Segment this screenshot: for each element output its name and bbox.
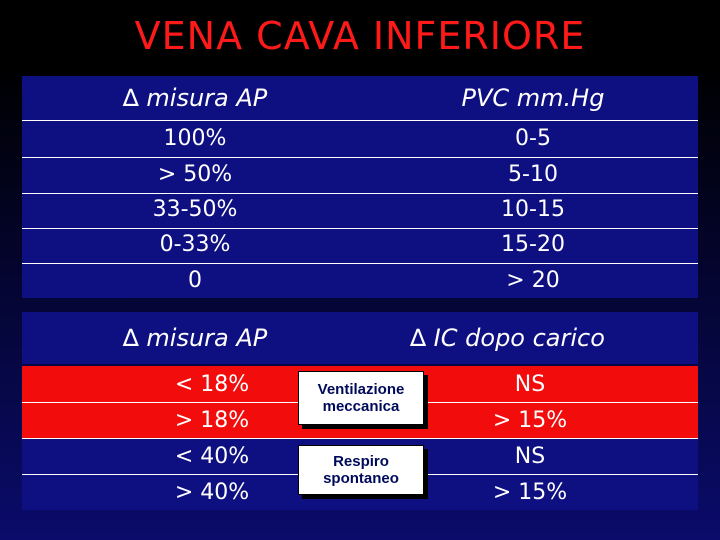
- table1-row-right: 10-15: [501, 196, 565, 222]
- table1-row-right: 15-20: [501, 232, 565, 258]
- page-title: VENA CAVA INFERIORE: [134, 14, 586, 58]
- table2-header-right: ∆ IC dopo carico: [368, 312, 698, 364]
- table1-row-right: 5-10: [508, 161, 558, 187]
- table1-header-left: ∆ misura AP: [22, 76, 368, 120]
- table2-row-line: [22, 438, 698, 439]
- table1-row-left: 33-50%: [152, 196, 238, 222]
- table1-left-col: 100% > 50% 33-50% 0-33% 0: [22, 121, 368, 298]
- spontaneous-breathing-box: Respiro spontaneo: [298, 445, 424, 495]
- table1-row-left: 0-33%: [159, 232, 231, 258]
- table2-left-value: > 40%: [174, 479, 250, 505]
- table1-row-right: 0-5: [515, 126, 551, 152]
- table1-row-line: [22, 228, 698, 229]
- table1-row-left: > 50%: [157, 161, 233, 187]
- table1-right-col: 0-5 5-10 10-15 15-20 > 20: [368, 121, 698, 298]
- table2-header-left: ∆ misura AP: [22, 312, 368, 364]
- table2-right-value: > 15%: [492, 479, 568, 505]
- table1-row-left: 0: [188, 267, 202, 293]
- table1-row-left: 100%: [163, 126, 227, 152]
- table2-left-value: < 18%: [174, 371, 250, 397]
- table1-row-line: [22, 193, 698, 194]
- table1-row-line: [22, 263, 698, 264]
- table1-header-right: PVC mm.Hg: [368, 76, 698, 120]
- ventilation-box: Ventilazione meccanica: [298, 371, 424, 425]
- table1-row-line: [22, 157, 698, 158]
- table1-row-right: > 20: [506, 267, 560, 293]
- table2-right-value: > 15%: [492, 407, 568, 433]
- table2-left-value: > 18%: [174, 407, 250, 433]
- table2-right-value: NS: [514, 443, 546, 469]
- table2-right-value: NS: [514, 371, 546, 397]
- table1-divider: [22, 120, 698, 121]
- table2-left-value: < 40%: [174, 443, 250, 469]
